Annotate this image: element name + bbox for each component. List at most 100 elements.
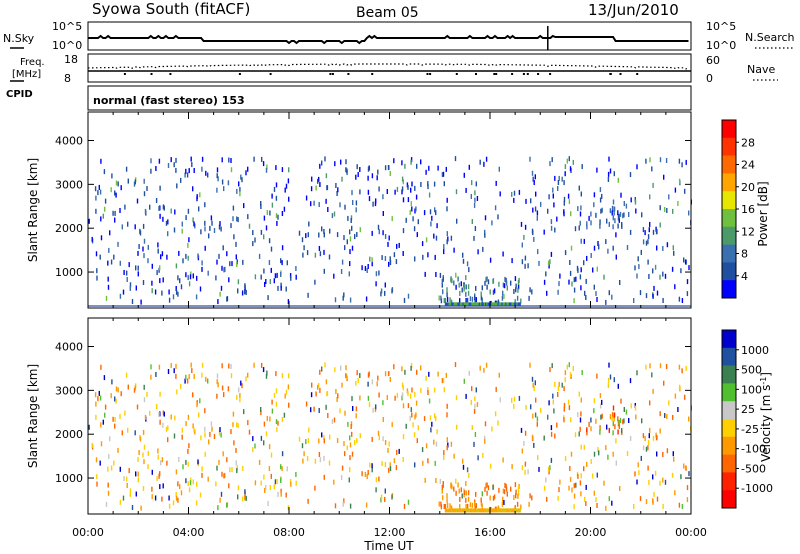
power-echo bbox=[187, 255, 189, 261]
velocity-echo bbox=[288, 373, 290, 379]
velocity-echo bbox=[388, 371, 390, 377]
power-echo bbox=[268, 238, 271, 244]
velocity-echo bbox=[466, 508, 469, 513]
power-echo bbox=[577, 206, 579, 212]
power-echo bbox=[473, 302, 476, 307]
power-echo bbox=[281, 260, 283, 266]
y-tick-label: 2000 bbox=[55, 428, 83, 441]
power-echo bbox=[493, 288, 496, 294]
velocity-echo bbox=[463, 490, 466, 496]
velocity-echo bbox=[553, 408, 555, 414]
colorbar-tick-label: -25 bbox=[741, 423, 759, 436]
velocity-echo bbox=[476, 402, 479, 407]
velocity-echo bbox=[230, 373, 233, 379]
power-echo bbox=[505, 277, 507, 283]
velocity-echo bbox=[321, 366, 323, 372]
velocity-echo bbox=[579, 480, 582, 486]
velocity-echo bbox=[601, 413, 603, 419]
velocity-echo bbox=[502, 457, 504, 463]
velocity-echo bbox=[425, 443, 428, 449]
velocity-echo bbox=[384, 496, 386, 502]
power-echo bbox=[464, 302, 467, 307]
power-echo bbox=[622, 213, 624, 219]
colorbar-tick-label: 500 bbox=[741, 364, 762, 377]
velocity-echo bbox=[174, 415, 176, 421]
velocity-echo bbox=[492, 508, 495, 513]
power-echo bbox=[531, 170, 534, 176]
power-echo bbox=[222, 245, 224, 251]
velocity-echo bbox=[235, 460, 237, 466]
velocity-echo bbox=[532, 413, 534, 419]
colorbar-tick-label: 4 bbox=[741, 270, 748, 283]
freq-dot bbox=[619, 73, 622, 75]
velocity-echo bbox=[668, 400, 670, 406]
power-echo bbox=[185, 253, 187, 259]
power-echo bbox=[473, 202, 476, 208]
velocity-echo bbox=[474, 508, 477, 513]
velocity-echo bbox=[554, 433, 556, 439]
power-echo bbox=[615, 232, 617, 238]
velocity-echo bbox=[427, 390, 429, 396]
noise-panel: N.Sky 10^5 10^0 10^5 10^0 N.Search bbox=[3, 20, 795, 52]
velocity-echo bbox=[333, 479, 335, 485]
velocity-echo bbox=[354, 440, 356, 446]
velocity-echo bbox=[185, 374, 187, 380]
power-echo bbox=[276, 272, 278, 278]
velocity-echo bbox=[190, 477, 192, 483]
velocity-echo bbox=[375, 487, 377, 493]
velocity-echo bbox=[336, 438, 339, 444]
power-echo bbox=[585, 278, 587, 284]
colorbar-tick-label: -500 bbox=[741, 462, 766, 475]
velocity-echo bbox=[457, 508, 460, 513]
velocity-echo bbox=[651, 372, 653, 378]
velocity-echo bbox=[336, 397, 338, 402]
power-echo bbox=[100, 216, 102, 222]
velocity-echo bbox=[617, 429, 619, 435]
velocity-echo bbox=[648, 433, 650, 439]
power-echo bbox=[157, 248, 159, 254]
velocity-echo bbox=[474, 504, 476, 510]
power-echo bbox=[355, 174, 357, 180]
velocity-echo bbox=[486, 508, 489, 513]
velocity-echo bbox=[290, 481, 292, 487]
velocity-echo bbox=[368, 371, 370, 377]
power-echo bbox=[380, 288, 383, 294]
velocity-echo bbox=[111, 379, 113, 385]
freq-panel-frame bbox=[87, 53, 692, 83]
velocity-echo bbox=[133, 387, 136, 393]
power-echo bbox=[664, 273, 667, 279]
power-echo bbox=[603, 274, 605, 280]
power-echo bbox=[110, 259, 113, 265]
power-echo bbox=[253, 156, 255, 162]
power-echo bbox=[289, 273, 292, 278]
power-echo bbox=[104, 206, 106, 212]
velocity-echo bbox=[393, 458, 396, 464]
velocity-echo bbox=[261, 362, 263, 368]
power-echo bbox=[150, 158, 152, 164]
power-echo bbox=[485, 277, 487, 283]
power-echo bbox=[258, 253, 261, 259]
velocity-echo bbox=[318, 452, 321, 457]
power-echo bbox=[275, 213, 278, 219]
velocity-echo bbox=[458, 488, 460, 494]
velocity-echo bbox=[477, 508, 480, 513]
power-echo bbox=[471, 296, 474, 302]
velocity-echo bbox=[407, 390, 409, 396]
velocity-echo bbox=[607, 377, 610, 383]
power-echo bbox=[474, 190, 476, 196]
power-echo bbox=[286, 260, 288, 266]
velocity-echo bbox=[188, 374, 190, 380]
velocity-echo bbox=[173, 433, 176, 439]
power-echo bbox=[472, 302, 475, 307]
header-date: 13/Jun/2010 bbox=[588, 1, 679, 19]
velocity-echo bbox=[275, 401, 278, 407]
velocity-echo bbox=[612, 430, 614, 436]
velocity-echo bbox=[335, 389, 337, 394]
velocity-echo bbox=[351, 451, 354, 457]
velocity-echo bbox=[414, 462, 416, 468]
velocity-echo bbox=[155, 404, 158, 409]
velocity-echo bbox=[481, 491, 483, 497]
velocity-echo bbox=[180, 383, 182, 389]
velocity-echo bbox=[523, 440, 525, 446]
velocity-echo bbox=[151, 469, 153, 475]
